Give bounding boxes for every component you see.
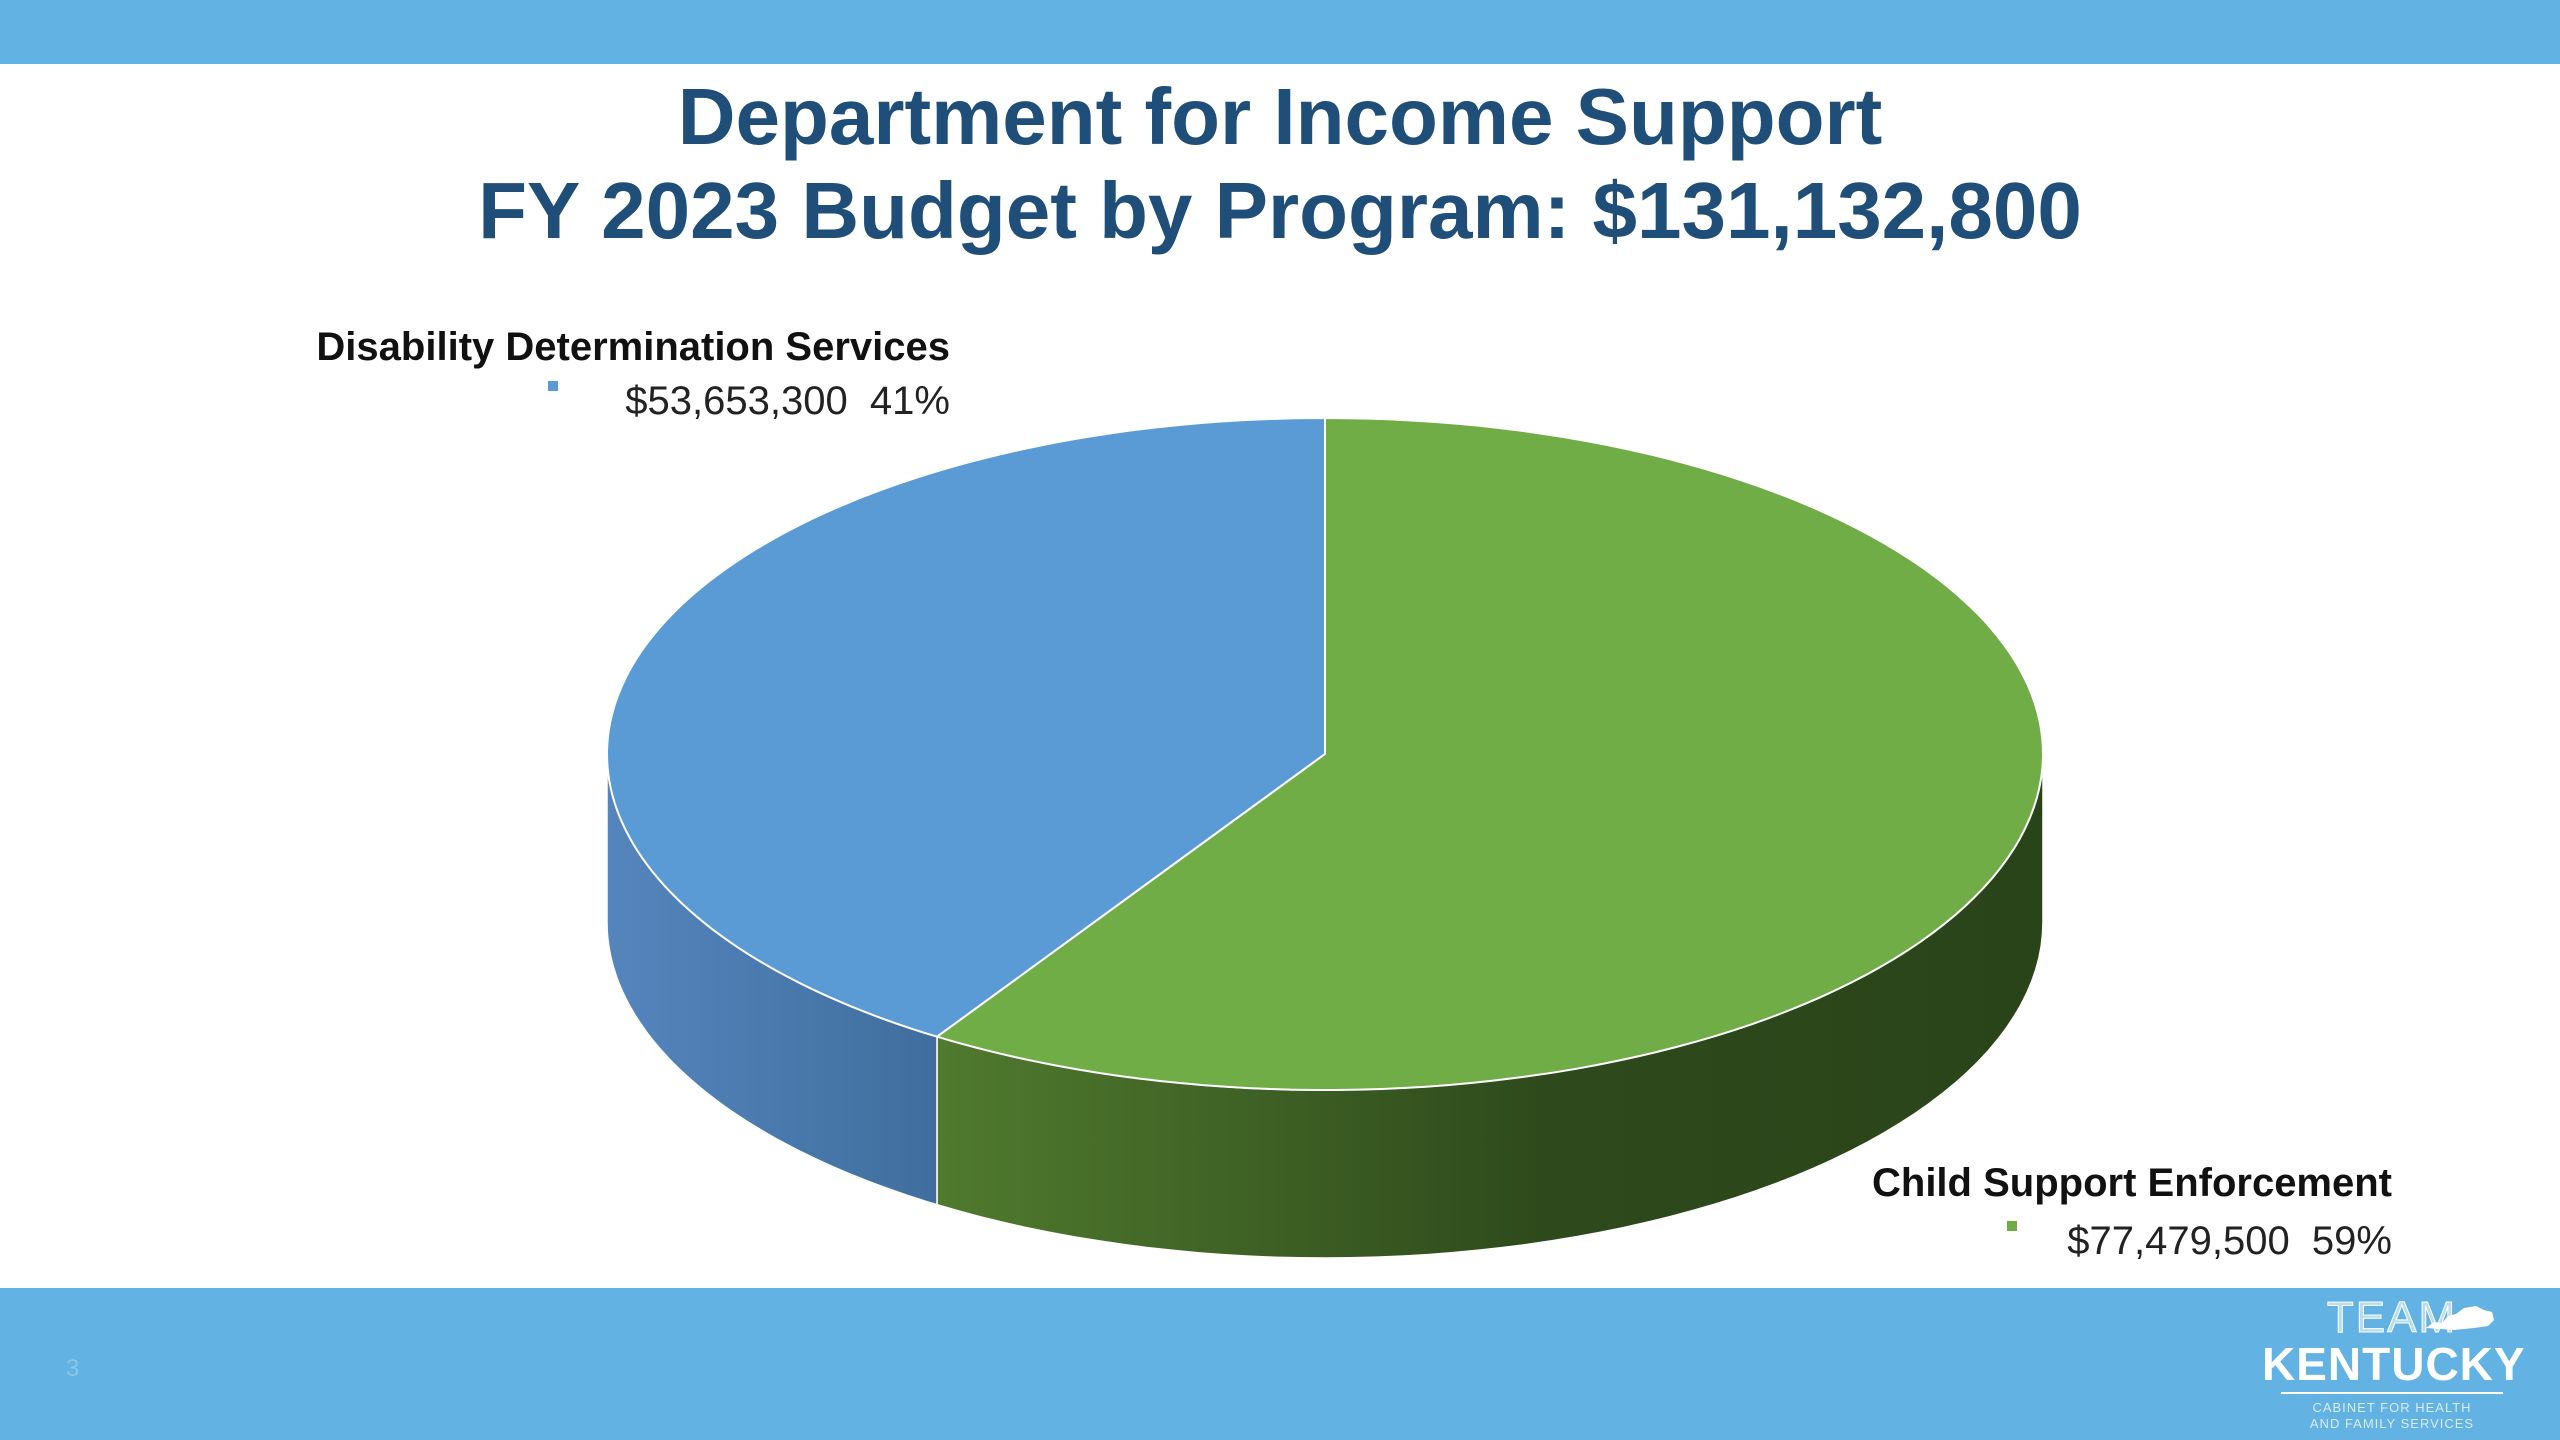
bottom-banner [0, 1288, 2560, 1440]
logo-subtitle-2: AND FAMILY SERVICES [2309, 1416, 2475, 1431]
slide-number: 3 [66, 1355, 80, 1382]
legend-marker-child-support [2007, 1221, 2017, 1231]
slide-title: Department for Income Support FY 2023 Bu… [0, 70, 2560, 258]
label-name-child-support: Child Support Enforcement [1872, 1161, 2392, 1205]
label-value-disability-determination: $53,653,300 41% [625, 379, 950, 423]
logo-divider [2281, 1392, 2503, 1394]
legend-marker-disability-determination [548, 381, 558, 391]
kentucky-state-icon [2426, 1306, 2494, 1330]
pie-slice-disability-determination [606, 417, 1326, 1038]
label-value-child-support: $77,479,500 59% [2067, 1219, 2392, 1263]
team-kentucky-logo: TEAM KENTUCKY CABINET FOR HEALTH AND FAM… [2262, 1293, 2526, 1436]
pie-tops [606, 417, 2044, 1091]
title-line-2: FY 2023 Budget by Program: $131,132,800 [478, 166, 2082, 255]
logo-subtitle-1: CABINET FOR HEALTH [2312, 1400, 2472, 1415]
title-line-1: Department for Income Support [677, 72, 1883, 161]
logo-team-text: TEAM [2326, 1293, 2458, 1342]
top-banner [0, 0, 2560, 64]
logo-kentucky-text: KENTUCKY [2262, 1338, 2526, 1390]
label-name-disability-determination: Disability Determination Services [316, 325, 950, 369]
pie-labels: Disability Determination Services $53,653… [316, 325, 2392, 1263]
pie-slice-child-support [936, 417, 2044, 1091]
